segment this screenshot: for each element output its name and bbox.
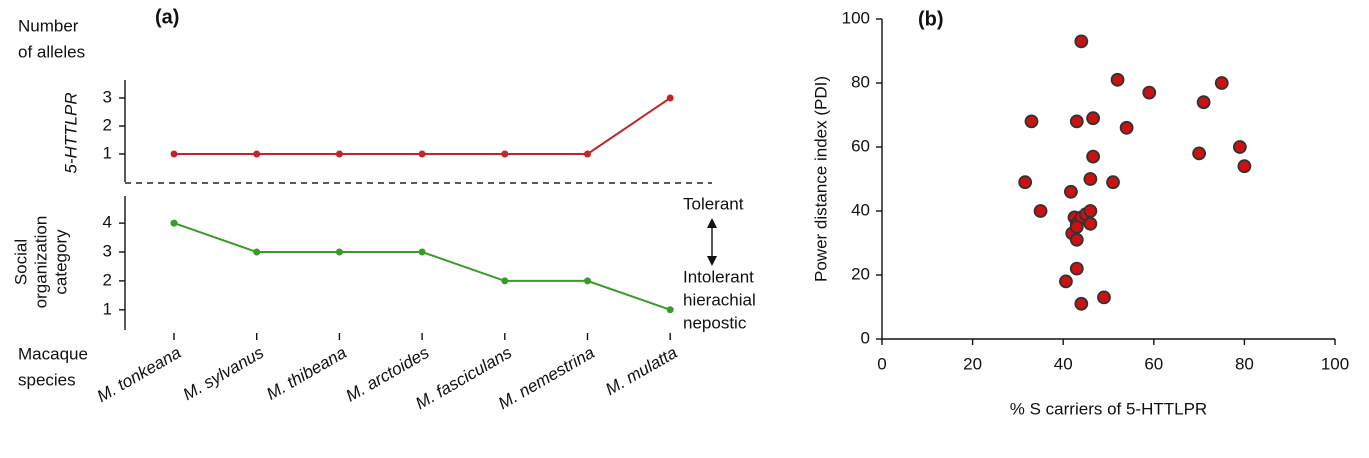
point [1069,261,1084,276]
point [1069,114,1084,129]
x-tick-label: 60 [1144,354,1163,373]
point [1214,76,1229,90]
point [1110,72,1125,87]
point [253,248,261,256]
point [1024,114,1039,129]
point [1074,296,1089,311]
point [1074,34,1089,49]
point [1119,120,1134,135]
point [418,248,426,256]
x-tick-label: M. tonkeana [94,343,185,406]
point [335,150,343,158]
y-tick-label: 3 [103,241,112,260]
annotation: Tolerant [683,194,744,213]
point [584,150,591,158]
point [1086,111,1100,126]
point [1192,146,1206,161]
point [170,150,178,158]
y-tick-label: 4 [103,213,112,232]
point [1083,216,1098,231]
arrow-heads [707,218,717,266]
point [584,277,591,285]
annotation: hierachial [683,290,756,309]
point [501,277,509,285]
point [1196,95,1211,110]
y-axis-label: organization [31,216,50,309]
annotation: species [18,370,76,389]
y-tick-label: 1 [103,299,112,318]
x-tick-label: 40 [1054,354,1073,373]
point [1232,140,1247,154]
line [173,222,671,311]
point [1069,232,1084,247]
y-tick-label: 2 [103,270,112,289]
point [1106,175,1120,190]
point [335,248,343,256]
point [1083,172,1098,186]
point [666,306,674,314]
annotation: Macaque [18,344,88,363]
x-axis-label: % S carriers of 5-HTTLPR [1010,399,1207,418]
panel-label: (b) [918,8,944,30]
point [666,94,674,102]
point [1059,274,1073,289]
y-tick-label: 80 [851,72,870,91]
point [1086,149,1100,164]
annotation: nepostic [683,313,747,332]
point [1083,204,1098,218]
x-tick-label: 100 [1321,354,1349,373]
point [1069,220,1084,234]
y-tick-label: 3 [103,87,112,106]
y-axis-label: Social [11,239,30,285]
y-tick-label: 40 [851,200,870,219]
point [170,219,178,227]
point [1142,85,1157,100]
y-axis-label: Power distance index (PDI) [811,76,830,282]
point [1018,175,1033,190]
x-tick-label: 0 [877,354,886,373]
y-tick-label: 20 [851,264,870,283]
y-axis-label: category [51,229,70,295]
y-tick-label: 100 [842,8,870,27]
point [501,150,509,158]
y-tick-label: 1 [103,143,112,162]
annotation: Number [18,16,79,35]
x-tick-label: 80 [1235,354,1254,373]
y-tick-label: 60 [851,136,870,155]
annotation: of alleles [18,42,85,61]
point [418,150,426,158]
y-tick-label: 2 [103,115,112,134]
x-tick-label: M. sylvanus [180,343,268,405]
x-tick-label: M. mulatta [602,343,680,399]
point [1237,159,1252,174]
y-tick-label: 0 [861,328,870,347]
point [1033,204,1048,218]
point [253,150,261,158]
line [174,97,671,155]
point [1064,184,1078,199]
panel-label: (a) [155,6,179,28]
x-tick-label: M. thibeana [263,343,349,404]
annotation: Intolerant [683,267,754,286]
point [1097,290,1111,305]
y-axis-label: 5-HTTLPR [61,92,80,173]
x-tick-label: 20 [963,354,982,373]
